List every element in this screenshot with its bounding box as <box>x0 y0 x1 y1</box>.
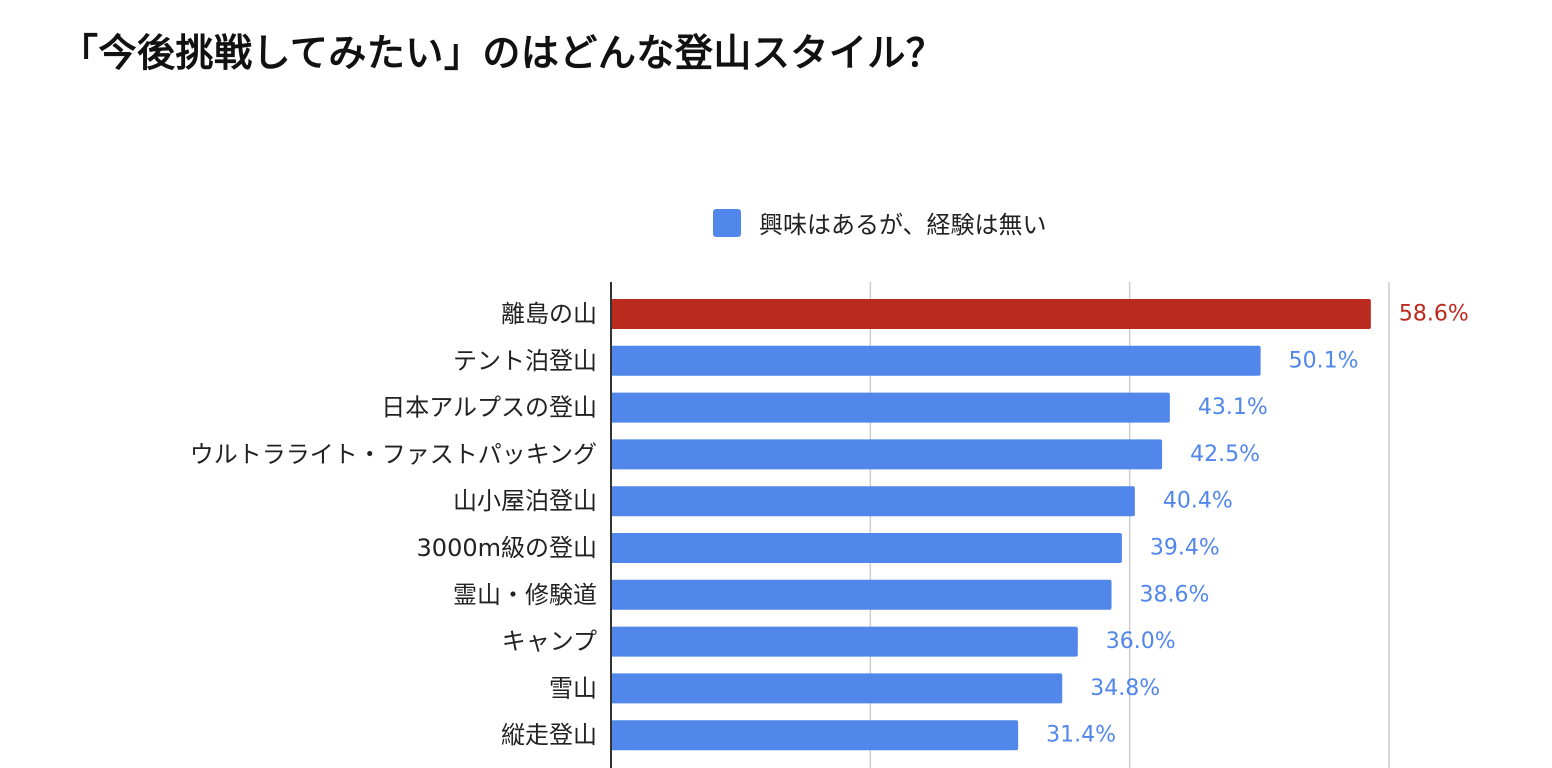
data-label: 38.6% <box>1140 582 1210 607</box>
category-label: 縦走登山 <box>501 721 597 749</box>
bar <box>611 439 1163 470</box>
data-label: 42.5% <box>1190 442 1260 467</box>
category-label: キャンプ <box>502 628 597 656</box>
data-label: 36.0% <box>1106 629 1176 654</box>
bar <box>611 533 1122 563</box>
data-label: 50.1% <box>1289 348 1359 373</box>
category-label: 雪山 <box>549 674 597 702</box>
data-label: 39.4% <box>1150 536 1220 561</box>
legend-label: 興味はあるが、経験は無い <box>759 211 1047 239</box>
legend-swatch <box>713 208 741 237</box>
category-label: 日本アルプスの登山 <box>381 394 597 422</box>
data-label: 43.1% <box>1198 395 1268 420</box>
bar <box>611 626 1078 657</box>
page-title: 「今後挑戦してみたい」のはどんな登山スタイル？ <box>60 31 945 75</box>
bar <box>611 720 1019 751</box>
data-label: 31.4% <box>1046 723 1116 748</box>
bar <box>611 579 1112 610</box>
category-label: テント泊登山 <box>453 347 597 375</box>
bar <box>611 673 1063 704</box>
bar <box>611 299 1371 329</box>
category-label: 霊山・修験道 <box>453 581 597 609</box>
category-label: 3000m級の登山 <box>417 534 597 562</box>
data-label: 58.6% <box>1399 302 1469 327</box>
bar <box>611 345 1261 376</box>
category-label: ウルトラライト・ファストパッキング <box>190 440 597 468</box>
category-label: 山小屋泊登山 <box>453 487 597 515</box>
data-label: 34.8% <box>1090 676 1160 701</box>
bar <box>611 392 1170 423</box>
chart-legend: 興味はあるが、経験は無い <box>713 205 1047 240</box>
category-label: 離島の山 <box>501 300 597 328</box>
bar <box>611 486 1135 517</box>
data-label: 40.4% <box>1163 489 1233 514</box>
